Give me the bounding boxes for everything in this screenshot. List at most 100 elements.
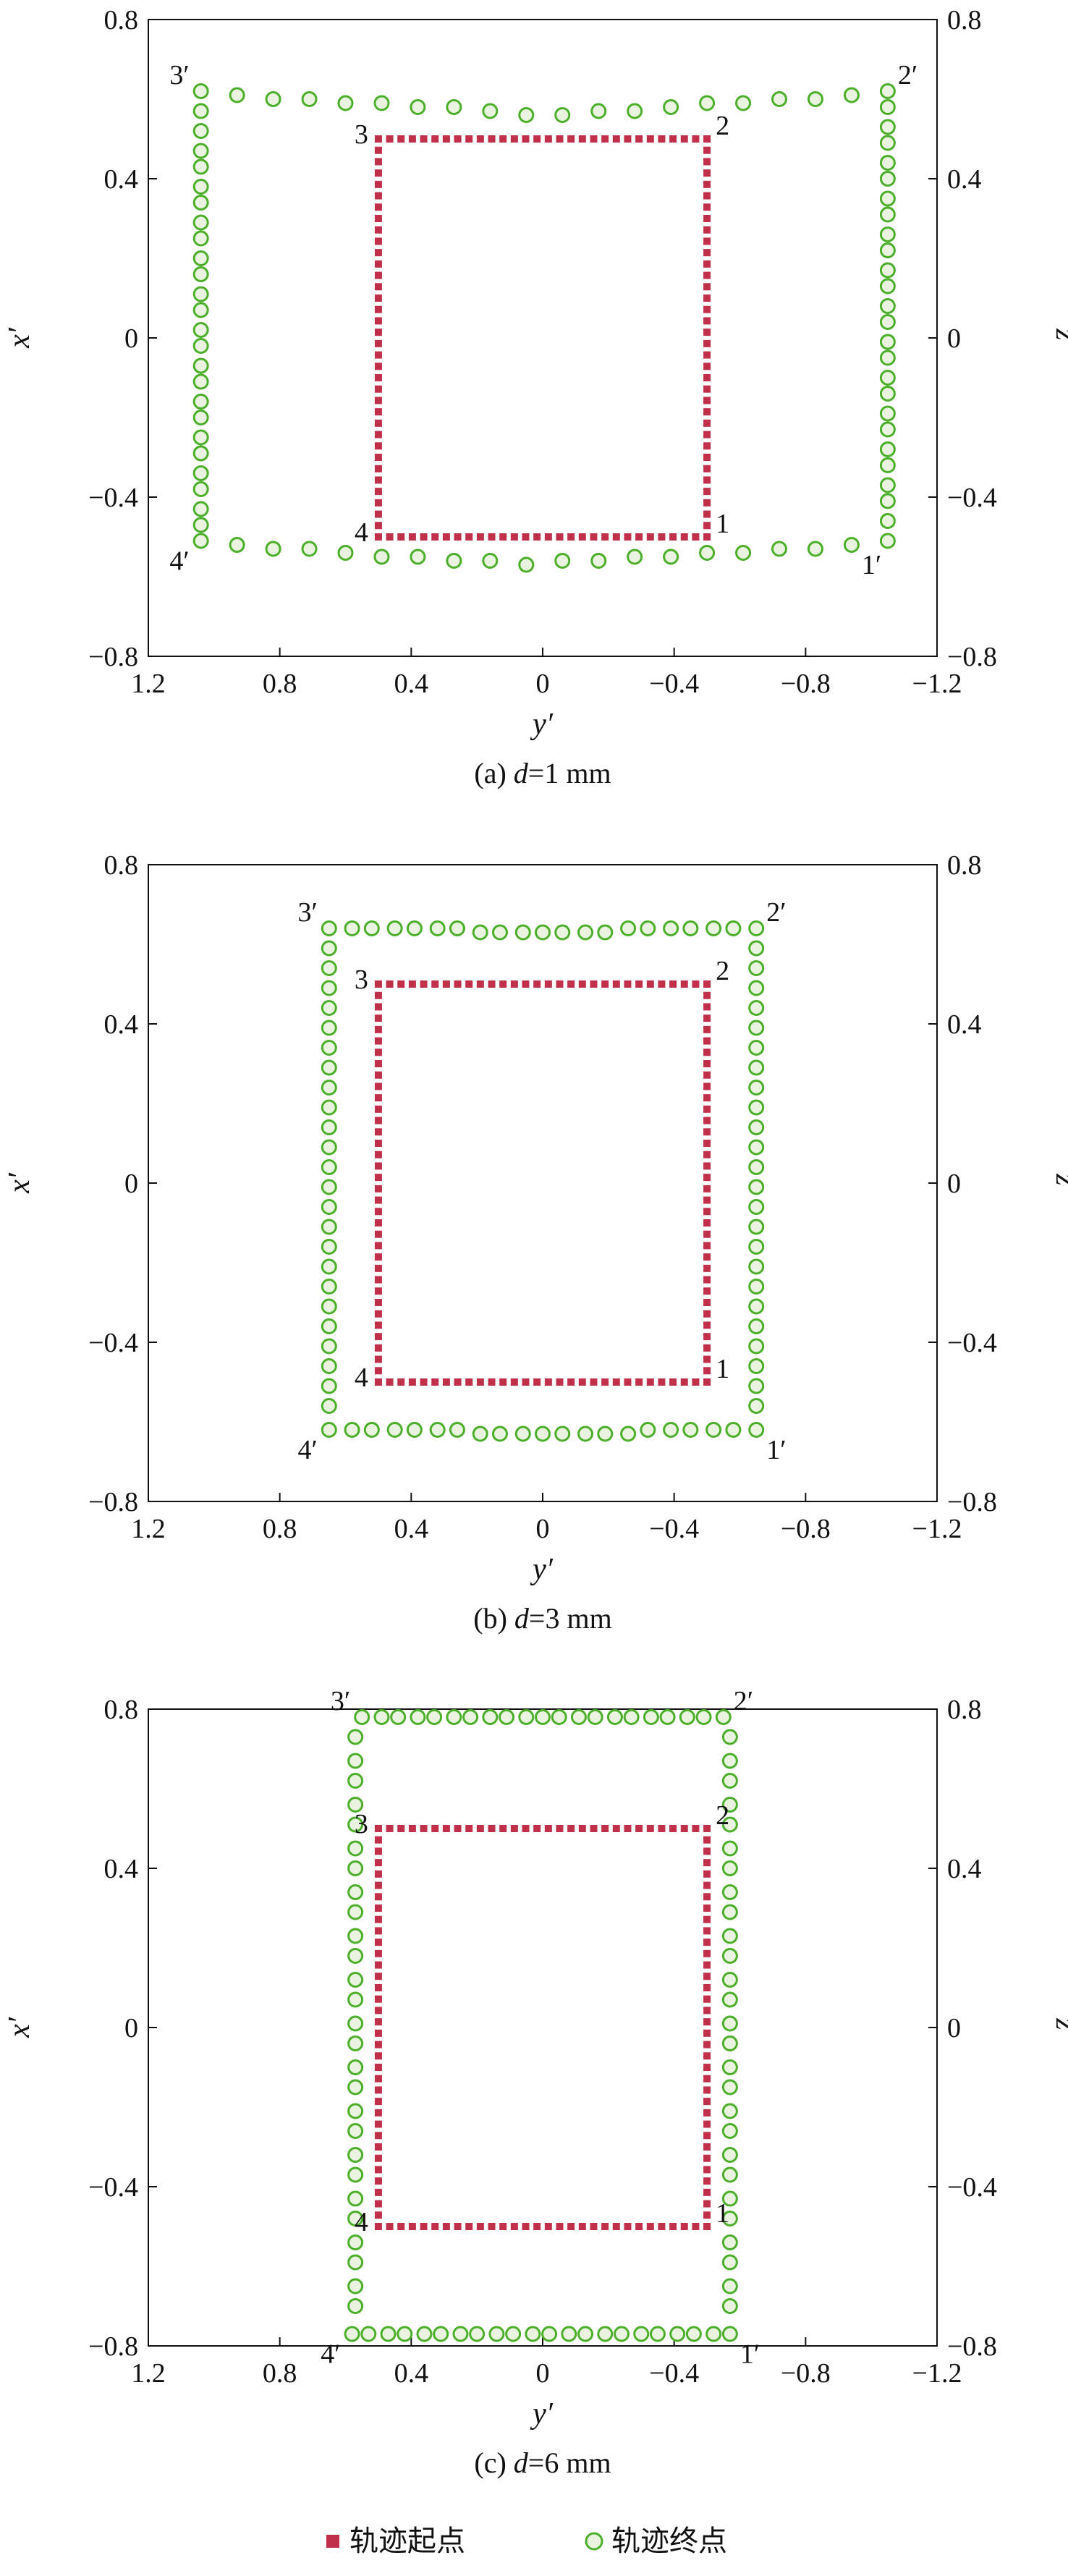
start-point-marker	[374, 249, 382, 257]
start-point-marker	[454, 980, 462, 988]
start-point-marker	[544, 1825, 552, 1832]
end-point-marker	[321, 1080, 337, 1096]
start-point-marker	[703, 991, 711, 999]
start-point-marker	[374, 363, 382, 370]
start-point-marker	[703, 305, 711, 313]
start-point-marker	[703, 2086, 711, 2094]
end-point-marker	[347, 1860, 364, 1876]
end-point-marker	[321, 1358, 337, 1374]
start-point-marker	[374, 2177, 382, 2185]
panel-caption: (b) d=3 mm	[473, 1602, 611, 1635]
y-tick-label-right: 0	[947, 1169, 961, 1199]
start-corner-label: 3	[355, 965, 368, 995]
start-point-marker	[374, 2007, 382, 2014]
start-corner-label: 2	[716, 1800, 729, 1831]
start-point-marker	[578, 1825, 586, 1832]
start-point-marker	[374, 1299, 382, 1306]
end-point-marker	[192, 230, 209, 247]
end-point-marker	[587, 1709, 603, 1725]
y-axis-label-left: x′	[3, 327, 36, 349]
start-point-marker	[510, 533, 518, 541]
end-point-marker	[469, 2326, 486, 2342]
end-point-marker	[347, 1773, 364, 1789]
start-point-marker	[374, 2200, 382, 2208]
end-point-marker	[192, 481, 209, 497]
y-axis-label-right: z′	[1049, 328, 1068, 347]
start-point-marker	[522, 1378, 530, 1386]
panel-a: 1.2 0.8 0.4 0 −0.4 −0.8 −1.20.8 0.80.4 0.40 0−0.4…	[3, 5, 1068, 789]
start-point-marker	[374, 1927, 382, 1935]
start-point-marker	[703, 1333, 711, 1341]
end-point-marker	[721, 2015, 738, 2032]
end-point-marker	[321, 1020, 337, 1036]
start-point-marker	[669, 135, 677, 143]
start-point-marker	[669, 2223, 677, 2230]
end-point-marker	[514, 1425, 531, 1442]
end-point-marker	[192, 410, 209, 425]
end-point-marker	[535, 1425, 551, 1442]
start-point-marker	[420, 980, 428, 988]
end-point-marker	[192, 445, 209, 462]
start-point-marker	[374, 419, 382, 427]
start-point-marker	[465, 2223, 473, 2230]
start-corner-label: 1	[716, 509, 729, 539]
start-point-marker	[374, 1973, 382, 1980]
start-point-marker	[374, 442, 382, 450]
end-point-marker	[321, 1422, 337, 1438]
x-tick-label: 0.4	[394, 1514, 429, 1544]
plot-frame	[148, 1708, 938, 2347]
end-point-marker	[879, 262, 896, 279]
start-point-marker	[703, 1128, 711, 1136]
end-points-series	[192, 83, 896, 573]
end-point-marker	[721, 2234, 738, 2250]
end-point-marker	[721, 1972, 738, 1988]
start-point-marker	[703, 2211, 711, 2219]
end-point-marker	[347, 1884, 364, 1900]
start-point-marker	[601, 1825, 609, 1832]
end-point-marker	[321, 1239, 337, 1255]
end-point-marker	[192, 533, 209, 549]
start-point-marker	[374, 146, 382, 154]
start-point-marker	[374, 1961, 382, 1969]
start-point-marker	[374, 2166, 382, 2174]
end-point-marker	[347, 1991, 364, 2008]
start-point-marker	[680, 1825, 688, 1832]
start-point-marker	[703, 1836, 711, 1844]
start-point-marker	[374, 158, 382, 166]
start-point-marker	[374, 2064, 382, 2071]
start-point-marker	[703, 2018, 711, 2026]
end-point-marker	[748, 1358, 765, 1374]
end-point-marker	[748, 1239, 765, 1255]
start-point-marker	[374, 2120, 382, 2128]
y-tick-label-right: 0	[947, 323, 961, 354]
start-point-marker	[374, 169, 382, 177]
end-point-marker	[347, 2211, 364, 2227]
caption-variable: d	[514, 2446, 529, 2479]
end-point-marker	[192, 123, 209, 139]
start-point-marker	[703, 1915, 711, 1923]
start-point-marker	[374, 2143, 382, 2151]
end-point-marker	[879, 119, 896, 135]
end-point-marker	[643, 1709, 659, 1725]
end-point-marker	[229, 537, 245, 553]
start-point-marker	[612, 2223, 620, 2230]
start-point-marker	[374, 2109, 382, 2117]
start-point-marker	[374, 1185, 382, 1192]
start-point-marker	[703, 499, 711, 507]
start-point-marker	[703, 397, 711, 404]
end-point-marker	[721, 2035, 738, 2051]
end-point-marker	[879, 493, 896, 509]
start-point-marker	[556, 2223, 564, 2230]
end-point-marker	[748, 1279, 765, 1295]
start-point-marker	[703, 180, 711, 188]
start-point-marker	[397, 135, 405, 143]
start-point-marker	[522, 1825, 530, 1832]
start-point-marker	[374, 1367, 382, 1375]
y-tick-label-left: 0.4	[104, 1854, 139, 1884]
end-point-marker	[321, 1219, 337, 1235]
start-point-marker	[374, 237, 382, 245]
start-point-marker	[533, 980, 541, 988]
end-point-marker	[669, 2326, 686, 2342]
end-point-marker	[682, 920, 699, 936]
start-point-marker	[703, 237, 711, 245]
